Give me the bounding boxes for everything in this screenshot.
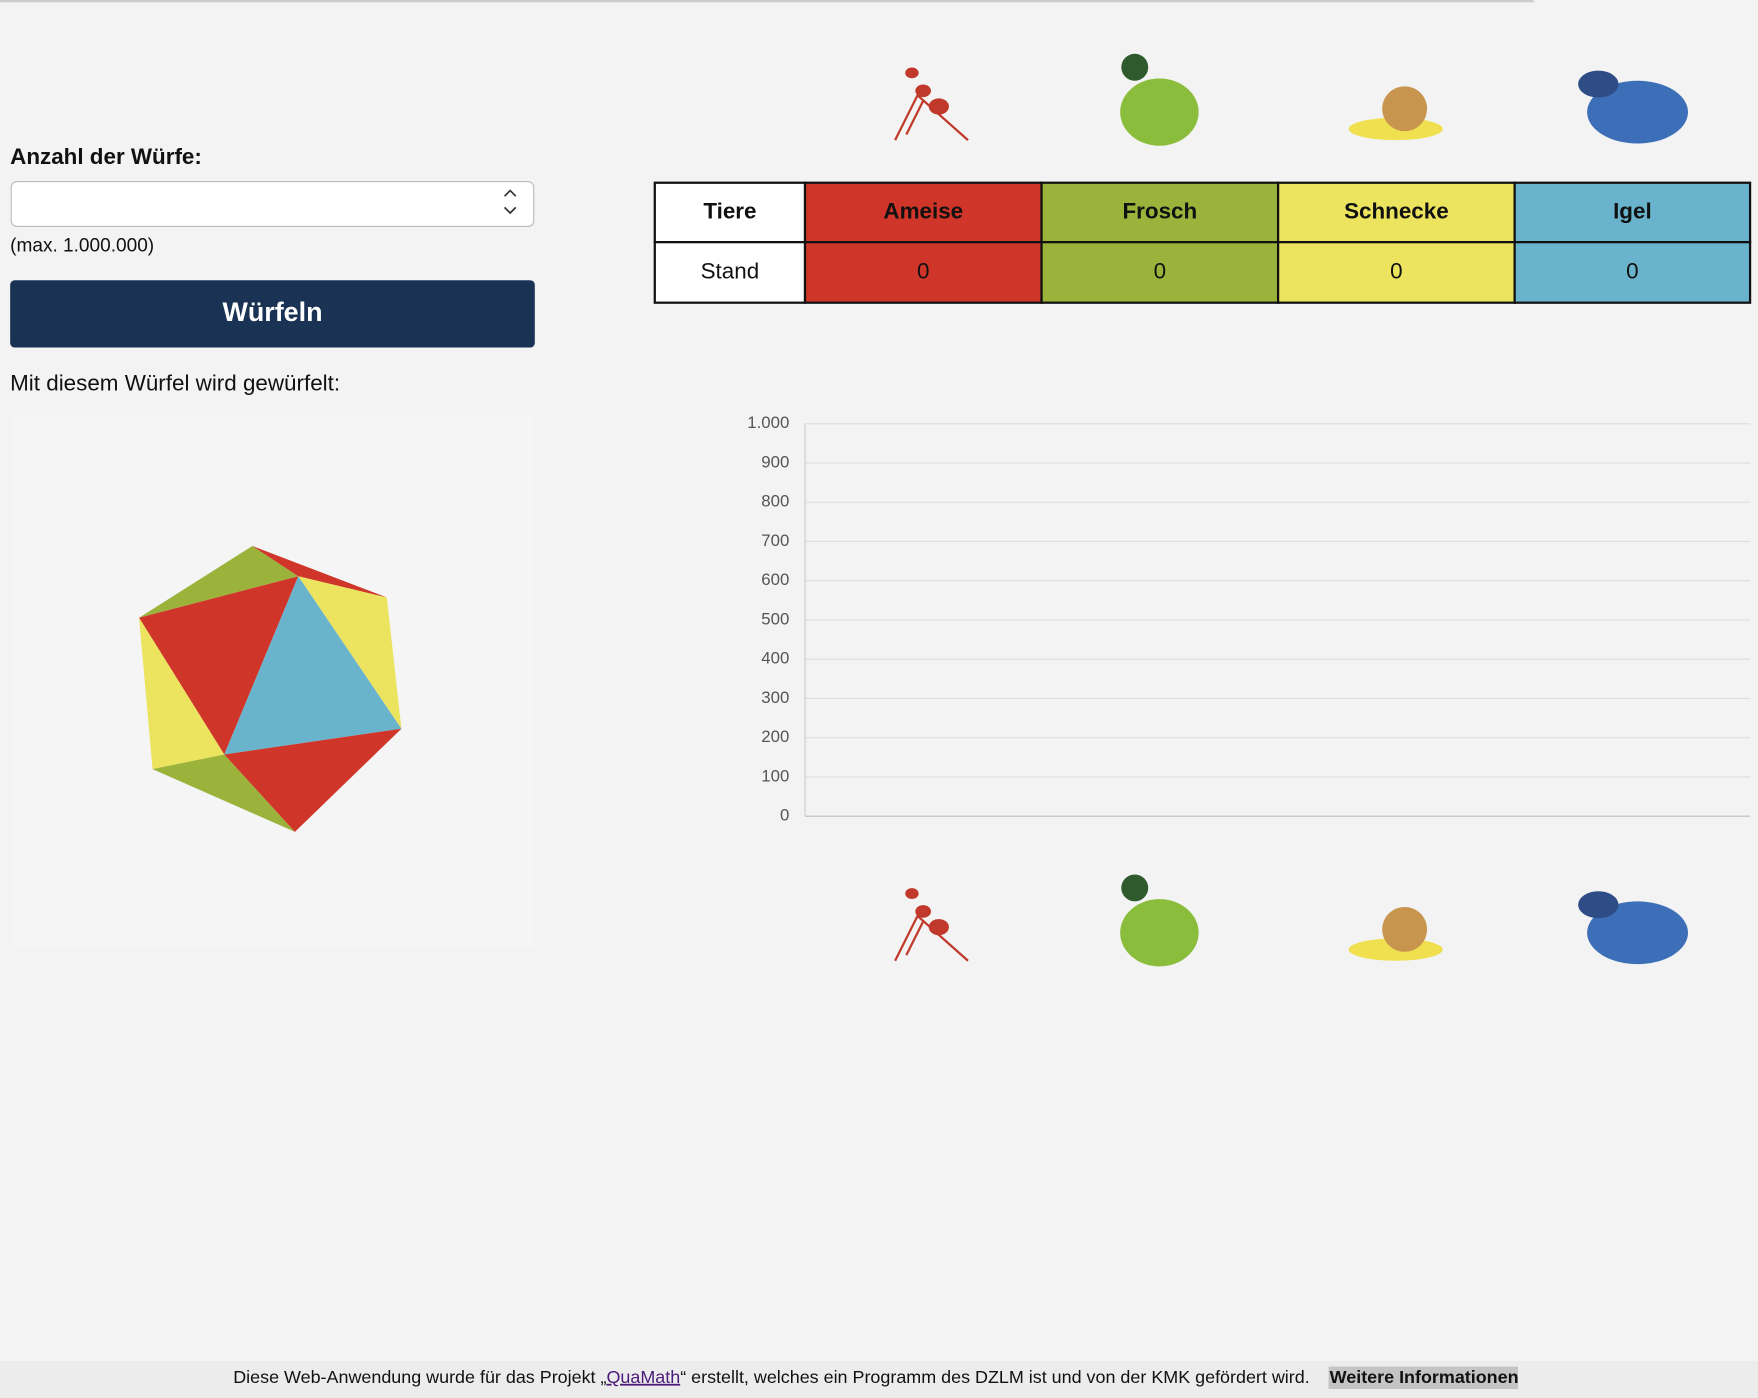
- count-input[interactable]: [10, 181, 535, 228]
- table-cell: [1040, 181, 1280, 244]
- table-cell-text: Stand: [701, 258, 760, 283]
- animal-icon: [1348, 906, 1443, 961]
- icosahedron: [139, 545, 402, 832]
- y-tick-label: 600: [761, 570, 789, 589]
- table-header: Igel: [1613, 198, 1652, 223]
- table-cell: [653, 241, 807, 304]
- roll-button[interactable]: [10, 280, 535, 348]
- animal-icon: [894, 888, 969, 962]
- table-cell-text: 0: [1626, 258, 1638, 283]
- icon-part: [1578, 70, 1619, 98]
- table-cell-text: 0: [917, 258, 929, 283]
- y-tick-label: 1.000: [747, 413, 789, 432]
- animal-icon: [1578, 891, 1689, 965]
- y-tick-label: 200: [761, 727, 789, 746]
- input-label: Anzahl der Würfe:: [10, 144, 202, 169]
- icon-part: [1120, 899, 1199, 967]
- table-header: Tiere: [703, 198, 756, 223]
- icon-part: [1382, 86, 1428, 132]
- footer-after: “ erstellt, welches ein Programm des DZL…: [680, 1367, 1310, 1387]
- icon-part: [1121, 53, 1149, 81]
- more-info[interactable]: Weitere Informationen: [1330, 1367, 1519, 1387]
- icon-part: [1587, 80, 1689, 144]
- table-cell: [1513, 241, 1752, 304]
- y-tick-label: 400: [761, 649, 789, 668]
- table-cell-text: 0: [1154, 258, 1166, 283]
- animal-icon: [894, 67, 969, 141]
- table-cell-text: 0: [1390, 258, 1402, 283]
- icon-part: [894, 93, 969, 141]
- icon-part: [894, 914, 969, 962]
- y-tick-label: 800: [761, 492, 789, 511]
- table-cell: [1040, 241, 1280, 304]
- animal-icon: [1578, 70, 1689, 144]
- spinner[interactable]: [503, 189, 517, 215]
- animal-icon: [1120, 53, 1199, 146]
- icon-part: [905, 888, 919, 899]
- table-cell: [1276, 181, 1516, 244]
- table-header: Schnecke: [1344, 198, 1449, 223]
- footer-text: Diese Web-Anwendung wurde für das Projek…: [233, 1367, 1518, 1387]
- icon-part: [1587, 901, 1689, 965]
- footer-before: Diese Web-Anwendung wurde für das Projek…: [233, 1367, 606, 1387]
- icon-part: [905, 67, 919, 79]
- y-tick-label: 100: [761, 766, 789, 785]
- table-header: Ameise: [883, 198, 963, 223]
- animal-icon: [1120, 874, 1199, 967]
- y-tick-label: 500: [761, 609, 789, 628]
- table-cell: [803, 181, 1043, 244]
- die-caption: Mit diesem Würfel wird gewürfelt:: [10, 370, 340, 395]
- icon-part: [1121, 874, 1149, 902]
- y-tick-label: 900: [761, 452, 789, 471]
- more-info-bg[interactable]: [1328, 1366, 1519, 1390]
- icon-part: [1578, 891, 1619, 919]
- y-tick-label: 300: [761, 688, 789, 707]
- y-tick-label: 700: [761, 531, 789, 550]
- icon-part: [1120, 78, 1199, 146]
- icon-part: [915, 84, 931, 98]
- table-header: Frosch: [1122, 198, 1197, 223]
- footer-link[interactable]: QuaMath: [606, 1367, 680, 1387]
- roll-button-label[interactable]: Würfeln: [222, 297, 322, 327]
- input-hint: (max. 1.000.000): [10, 236, 154, 257]
- animal-icon: [1348, 86, 1443, 141]
- y-tick-label: 0: [780, 806, 789, 825]
- icon-part: [915, 905, 931, 918]
- icon-part: [1382, 906, 1428, 952]
